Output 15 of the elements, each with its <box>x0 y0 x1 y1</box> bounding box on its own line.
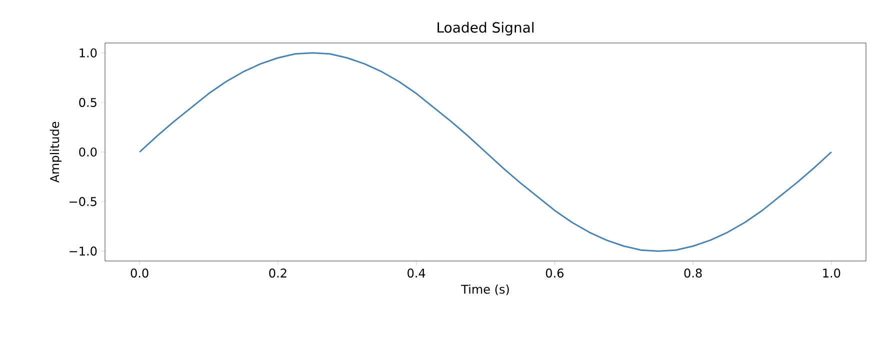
x-tick-label: 0.8 <box>684 268 702 278</box>
chart-title: Loaded Signal <box>438 22 534 36</box>
line-series <box>138 52 832 252</box>
y-tick-label: 1.0 <box>80 48 97 58</box>
y-tick-label: −1.0 <box>70 246 97 256</box>
x-tick-label: 0.0 <box>130 268 148 278</box>
y-tick-label: 0.5 <box>79 98 96 107</box>
y-tick-label: −0.5 <box>70 197 96 206</box>
x-axis-title: Time (s) <box>461 284 509 296</box>
y-axis-title: Amplitude <box>50 122 62 183</box>
x-tick-label: 0.4 <box>408 268 426 278</box>
x-tick-label: 1.0 <box>823 268 840 278</box>
x-tick-label: 0.2 <box>269 268 286 278</box>
y-tick-label: 0.0 <box>79 147 97 157</box>
x-tick-label: 0.6 <box>546 268 564 278</box>
